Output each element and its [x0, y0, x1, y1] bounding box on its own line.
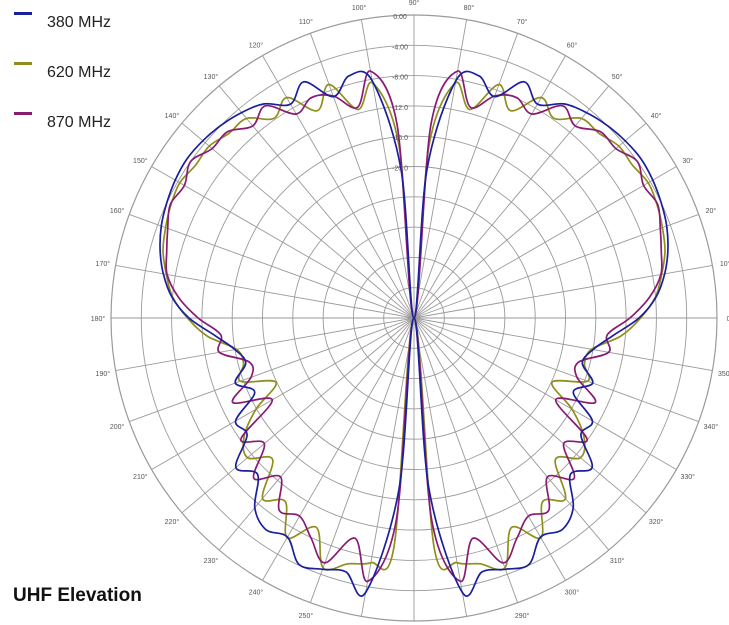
series-traces — [159, 70, 669, 597]
angle-tick-label: 0° — [727, 315, 729, 323]
angle-tick-label: 210° — [133, 473, 148, 481]
radial-tick-label: 0.00 — [393, 14, 407, 21]
angle-tick-label: 50° — [612, 73, 623, 81]
angle-tick-label: 340° — [704, 423, 719, 431]
grid-spoke — [218, 317, 415, 551]
grid-spoke — [115, 317, 415, 372]
grid-spoke — [413, 317, 468, 617]
grid-spoke — [413, 85, 610, 319]
angle-tick-label: 30° — [682, 157, 693, 165]
series-line-620-mhz — [162, 81, 666, 571]
grid-spoke — [129, 213, 415, 319]
grid-spoke — [360, 317, 415, 617]
tick-labels: 0° 10° 20° 30° 40° 50° 60° 70° 80° 90° 100° 110° 120… — [91, 0, 729, 620]
grid-spoke — [413, 55, 566, 319]
angle-tick-label: 60° — [567, 41, 578, 49]
grid-spoke — [413, 33, 519, 319]
legend-label-380: 380 MHz — [47, 14, 112, 31]
legend-label-870: 870 MHz — [47, 114, 112, 131]
angle-tick-label: 330° — [680, 473, 695, 481]
grid-spoke — [413, 317, 647, 514]
angle-tick-label: 150° — [133, 157, 148, 165]
angle-tick-label: 300° — [565, 589, 580, 597]
grid-spoke — [218, 85, 415, 319]
angle-tick-label: 100° — [352, 4, 367, 12]
grid-spoke — [309, 317, 415, 603]
grid-spoke — [413, 213, 699, 319]
angle-tick-label: 290° — [515, 612, 530, 620]
grid-spoke — [413, 317, 610, 551]
grid-spoke — [413, 122, 647, 319]
radial-tick-label: -16.0 — [392, 135, 408, 142]
legend-swatch-870 — [14, 112, 32, 115]
legend-swatch-380 — [14, 12, 32, 15]
grid-spoke — [181, 317, 415, 514]
angle-tick-label: 350° — [718, 370, 729, 378]
grid-spoke — [413, 19, 468, 319]
polar-grid — [110, 14, 718, 622]
angle-tick-label: 240° — [249, 589, 264, 597]
angle-tick-label: 250° — [299, 612, 314, 620]
grid-spoke — [151, 317, 415, 470]
angle-tick-label: 200° — [110, 423, 125, 431]
grid-spoke — [413, 264, 713, 319]
chart-title: UHF Elevation — [13, 585, 142, 606]
angle-tick-label: 40° — [651, 112, 662, 120]
angle-tick-label: 10° — [720, 260, 729, 268]
grid-spoke — [115, 264, 415, 319]
radial-tick-label: -20.0 — [392, 166, 408, 173]
grid-spoke — [129, 317, 415, 423]
radial-tick-label: -4.00 — [392, 44, 408, 51]
angle-tick-label: 320° — [649, 518, 664, 526]
angle-tick-label: 310° — [610, 557, 625, 565]
grid-spoke — [413, 317, 713, 372]
grid-spoke — [413, 317, 519, 603]
radial-tick-label: -12.0 — [392, 105, 408, 112]
grid-spoke — [151, 166, 415, 319]
grid-spoke — [413, 166, 677, 319]
angle-tick-label: 190° — [96, 370, 111, 378]
grid-spoke — [360, 19, 415, 319]
legend-label-620: 620 MHz — [47, 64, 112, 81]
angle-tick-label: 130° — [204, 73, 219, 81]
legend-swatch-620 — [14, 62, 32, 65]
angle-tick-label: 110° — [299, 18, 313, 26]
grid-spoke — [262, 55, 415, 319]
angle-tick-label: 20° — [706, 207, 717, 215]
grid-spoke — [309, 33, 415, 319]
series-line-870-mhz — [165, 70, 663, 583]
series-line-380-mhz — [159, 70, 669, 597]
angle-tick-label: 90° — [409, 0, 420, 7]
angle-tick-label: 230° — [204, 557, 219, 565]
angle-tick-label: 140° — [165, 112, 180, 120]
angle-tick-label: 70° — [517, 18, 528, 26]
angle-tick-label: 80° — [464, 4, 475, 12]
angle-tick-label: 170° — [96, 260, 111, 268]
angle-tick-label: 180° — [91, 315, 106, 323]
grid-spoke — [413, 317, 677, 470]
angle-tick-label: 160° — [110, 207, 125, 215]
radial-tick-label: -8.00 — [392, 75, 408, 82]
grid-spoke — [181, 122, 415, 319]
angle-tick-label: 220° — [165, 518, 180, 526]
grid-spoke — [413, 317, 699, 423]
angle-tick-label: 120° — [249, 41, 264, 49]
